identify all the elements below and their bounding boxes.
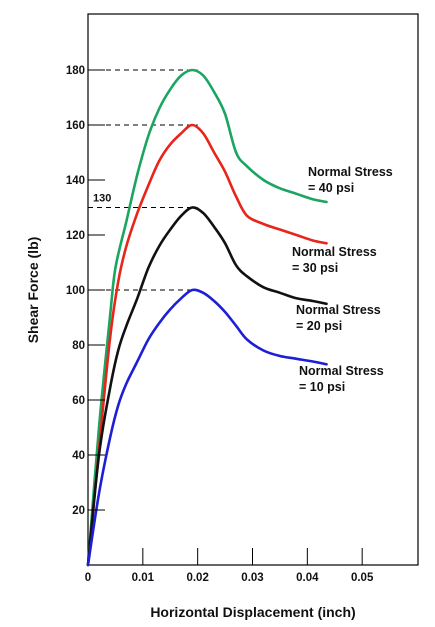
y-tick-label-180: 180 xyxy=(66,65,85,77)
x-tick-label-0.01: 0.01 xyxy=(132,572,155,584)
x-tick-label-0.03: 0.03 xyxy=(241,572,263,584)
y-tick-label-120: 120 xyxy=(66,230,85,242)
y-tick-label-80: 80 xyxy=(72,340,85,352)
peak-annotation-130: 130 xyxy=(93,193,111,205)
y-tick-label-20: 20 xyxy=(72,505,85,517)
series-line-130 xyxy=(86,206,328,567)
x-tick-label-0: 0 xyxy=(85,572,91,584)
x-tick-label-0.02: 0.02 xyxy=(186,572,208,584)
series-labels: Normal Stress = 40 psi Normal Stress = 30 p… xyxy=(292,165,393,394)
y-tick-label-140: 140 xyxy=(66,175,85,187)
y-tick-label-60: 60 xyxy=(72,395,85,407)
y-tick-label-100: 100 xyxy=(66,285,85,297)
series-label-130-line2: = 20 psi xyxy=(296,319,342,333)
series-label-100-line2: = 10 psi xyxy=(299,380,345,394)
peak-reference-lines xyxy=(88,69,198,291)
x-tick-label-0.05: 0.05 xyxy=(351,572,374,584)
y-tick-label-160: 160 xyxy=(66,120,85,132)
ticks-layer: 20 40 60 80 100 120 140 160 180 0 0.01 0.02 0.03 0.04… xyxy=(66,65,374,584)
x-tick-label-0.04: 0.04 xyxy=(296,572,319,584)
series-layer xyxy=(86,68,328,567)
series-line-160 xyxy=(86,123,328,567)
series-label-100-line1: Normal Stress xyxy=(299,364,384,378)
y-tick-label-40: 40 xyxy=(72,450,85,462)
series-label-130-line1: Normal Stress xyxy=(296,303,381,317)
series-line-100 xyxy=(86,288,328,567)
series-label-160-line2: = 30 psi xyxy=(292,261,338,275)
series-label-160-line1: Normal Stress xyxy=(292,245,377,259)
series-label-180-line1: Normal Stress xyxy=(308,165,393,179)
series-label-180-line2: = 40 psi xyxy=(308,181,354,195)
x-axis-title: Horizontal Displacement (inch) xyxy=(150,604,355,620)
series-line-180 xyxy=(86,68,328,567)
y-axis-title: Shear Force (lb) xyxy=(25,237,41,344)
